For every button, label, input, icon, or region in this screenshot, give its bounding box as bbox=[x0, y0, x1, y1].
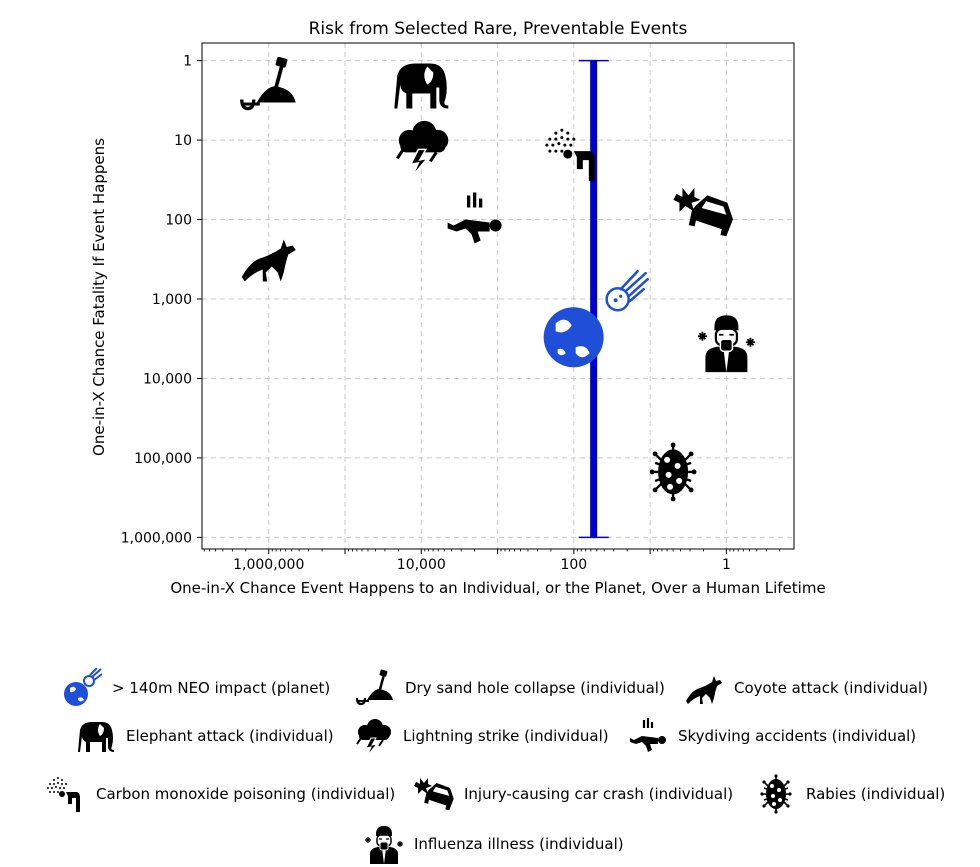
car-crash-icon bbox=[673, 187, 734, 237]
carbon-monoxide-icon bbox=[545, 128, 595, 182]
data-icons bbox=[240, 54, 757, 502]
legend-label: Elephant attack (individual) bbox=[126, 727, 334, 745]
legend-label: Rabies (individual) bbox=[806, 785, 946, 803]
lightning-cloud-icon bbox=[395, 119, 450, 177]
legend-label: Influenza illness (individual) bbox=[414, 835, 624, 853]
sand-hole-icon bbox=[355, 668, 395, 706]
y-tick-label: 1 bbox=[183, 54, 192, 70]
meteor-earth-icon bbox=[543, 269, 649, 368]
skydiver-icon bbox=[445, 190, 504, 246]
lightning-cloud-icon bbox=[356, 718, 392, 756]
legend-label: > 140m NEO impact (planet) bbox=[112, 679, 331, 697]
car-crash-icon bbox=[414, 778, 454, 811]
legend-item: Rabies (individual) bbox=[756, 774, 945, 814]
virus-icon bbox=[759, 774, 793, 814]
plot-frame bbox=[201, 42, 795, 550]
coyote-icon bbox=[686, 676, 722, 704]
meteor-earth-icon bbox=[63, 668, 102, 707]
risk-chart: Risk from Selected Rare, Preventable Eve… bbox=[90, 19, 826, 597]
legend-label: Dry sand hole collapse (individual) bbox=[405, 679, 665, 697]
flu-person-icon bbox=[696, 314, 757, 373]
legend-item: Injury-causing car crash (individual) bbox=[414, 774, 733, 814]
legend-item: Carbon monoxide poisoning (individual) bbox=[46, 774, 395, 814]
legend-label: Injury-causing car crash (individual) bbox=[464, 785, 734, 803]
x-tick-label: 1,000,000 bbox=[233, 557, 304, 573]
chart-title: Risk from Selected Rare, Preventable Eve… bbox=[309, 19, 688, 39]
elephant-icon bbox=[78, 722, 114, 752]
legend-item: Lightning strike (individual) bbox=[353, 716, 609, 756]
legend-label: Skydiving accidents (individual) bbox=[678, 727, 917, 745]
legend-item: Skydiving accidents (individual) bbox=[628, 716, 916, 756]
x-axis-label: One-in-X Chance Event Happens to an Indi… bbox=[170, 579, 825, 597]
x-tick-label: 1 bbox=[722, 557, 731, 573]
y-axis-label: One-in-X Chance Fatality If Event Happen… bbox=[90, 138, 108, 456]
flu-person-icon bbox=[364, 825, 404, 864]
y-tick-label: 1,000,000 bbox=[121, 530, 192, 546]
legend-item: Influenza illness (individual) bbox=[364, 824, 624, 864]
y-tick-label: 10,000 bbox=[143, 371, 192, 387]
grid-lines bbox=[202, 43, 794, 549]
legend-label: Coyote attack (individual) bbox=[734, 679, 928, 697]
range-bar-layer bbox=[578, 59, 609, 539]
legend-label: Lightning strike (individual) bbox=[403, 727, 609, 745]
virus-icon bbox=[648, 441, 698, 502]
y-tick-label: 100,000 bbox=[134, 451, 192, 467]
carbon-monoxide-icon bbox=[47, 777, 80, 812]
y-tick-label: 10 bbox=[174, 133, 192, 149]
skydiver-icon bbox=[628, 716, 668, 754]
legend-label: Carbon monoxide poisoning (individual) bbox=[96, 785, 396, 803]
legend-item: Dry sand hole collapse (individual) bbox=[355, 668, 665, 708]
x-tick-label: 100 bbox=[560, 557, 587, 573]
axis-ticks: 1,000,000 10,000 100 1 1 10 100 1,000 10,000 100,… bbox=[121, 54, 731, 573]
legend-item: Elephant attack (individual) bbox=[76, 716, 334, 756]
x-tick-label: 10,000 bbox=[397, 557, 446, 573]
legend-item: Coyote attack (individual) bbox=[684, 668, 928, 708]
legend-item: > 140m NEO impact (planet) bbox=[62, 668, 330, 708]
y-tick-label: 100 bbox=[165, 213, 192, 229]
legend: > 140m NEO impact (planet) Dry sand hole … bbox=[0, 660, 980, 864]
y-tick-label: 1,000 bbox=[152, 292, 192, 308]
